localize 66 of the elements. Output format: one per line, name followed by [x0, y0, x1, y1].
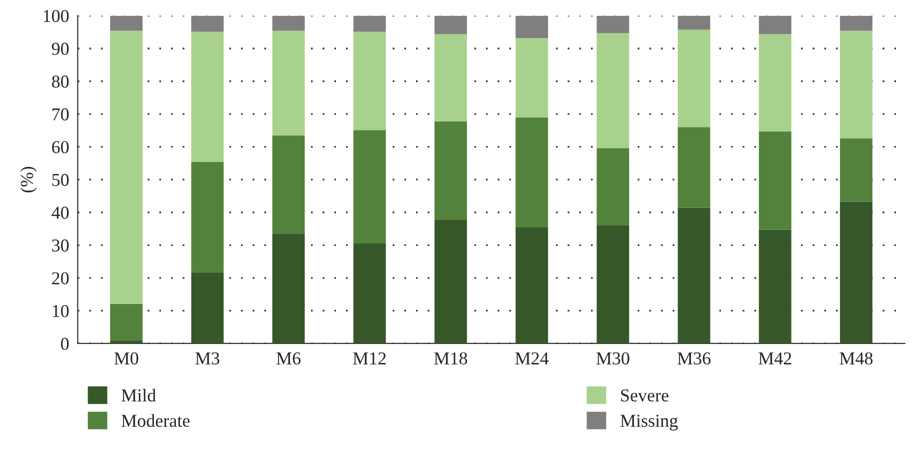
bar [434, 16, 467, 34]
bar [110, 16, 143, 31]
bar [434, 121, 467, 220]
bar [353, 16, 386, 32]
bar [191, 32, 224, 162]
bar [272, 135, 305, 234]
bar [272, 16, 305, 31]
bar [110, 30, 143, 304]
y-tick-label: 20 [52, 272, 69, 284]
bar [596, 225, 630, 344]
bar [596, 16, 630, 34]
bar [191, 272, 224, 344]
x-tick-label: M18 [434, 352, 468, 365]
legend-label: Severe [621, 389, 668, 402]
y-axis-title: (%) [20, 166, 37, 192]
y-tick-label: 30 [52, 239, 69, 252]
bar [678, 16, 710, 30]
x-tick-label: M3 [195, 352, 220, 365]
bar [516, 117, 548, 228]
y-tick-label: 40 [52, 206, 69, 219]
bar [596, 33, 630, 148]
bar [110, 340, 143, 344]
bar [516, 227, 548, 344]
bar [516, 38, 548, 118]
bar [353, 32, 386, 130]
bar [516, 16, 548, 38]
x-tick-label: M12 [353, 352, 386, 364]
y-tick-label: 70 [52, 108, 69, 120]
x-tick-label: M36 [677, 352, 711, 365]
y-tick-label: 60 [52, 141, 69, 154]
y-tick-label: 10 [52, 304, 69, 318]
x-tick-label: M42 [758, 352, 792, 364]
bar [840, 138, 872, 202]
y-tick-label: 90 [52, 42, 69, 55]
legend-label: Moderate [122, 414, 190, 427]
bar [191, 162, 224, 272]
bar [596, 148, 630, 226]
bar [272, 30, 305, 136]
x-tick-label: M6 [276, 352, 301, 365]
bar [678, 208, 710, 344]
bar [758, 131, 792, 230]
bar [353, 244, 386, 344]
x-tick-label: M24 [515, 352, 549, 364]
bar [758, 230, 792, 344]
bar [758, 16, 792, 34]
x-tick-label: M0 [114, 352, 138, 365]
bar [840, 30, 872, 138]
bar [678, 30, 710, 128]
bar [434, 34, 467, 122]
legend-label: Mild [122, 388, 156, 402]
bar [840, 202, 872, 344]
y-tick-label: 80 [52, 76, 69, 88]
bar [840, 16, 872, 31]
bar [353, 130, 386, 244]
bar [434, 220, 467, 344]
y-tick-label: 100 [44, 10, 69, 22]
y-tick-label: 0 [61, 338, 69, 350]
bar [758, 34, 792, 132]
x-tick-label: M48 [840, 352, 873, 365]
bar [110, 304, 143, 340]
bar [678, 127, 710, 208]
legend-label: Missing [620, 414, 678, 431]
x-tick-label: M30 [596, 352, 630, 365]
bar [191, 16, 224, 32]
y-tick-label: 50 [52, 174, 69, 186]
bar [272, 234, 305, 344]
